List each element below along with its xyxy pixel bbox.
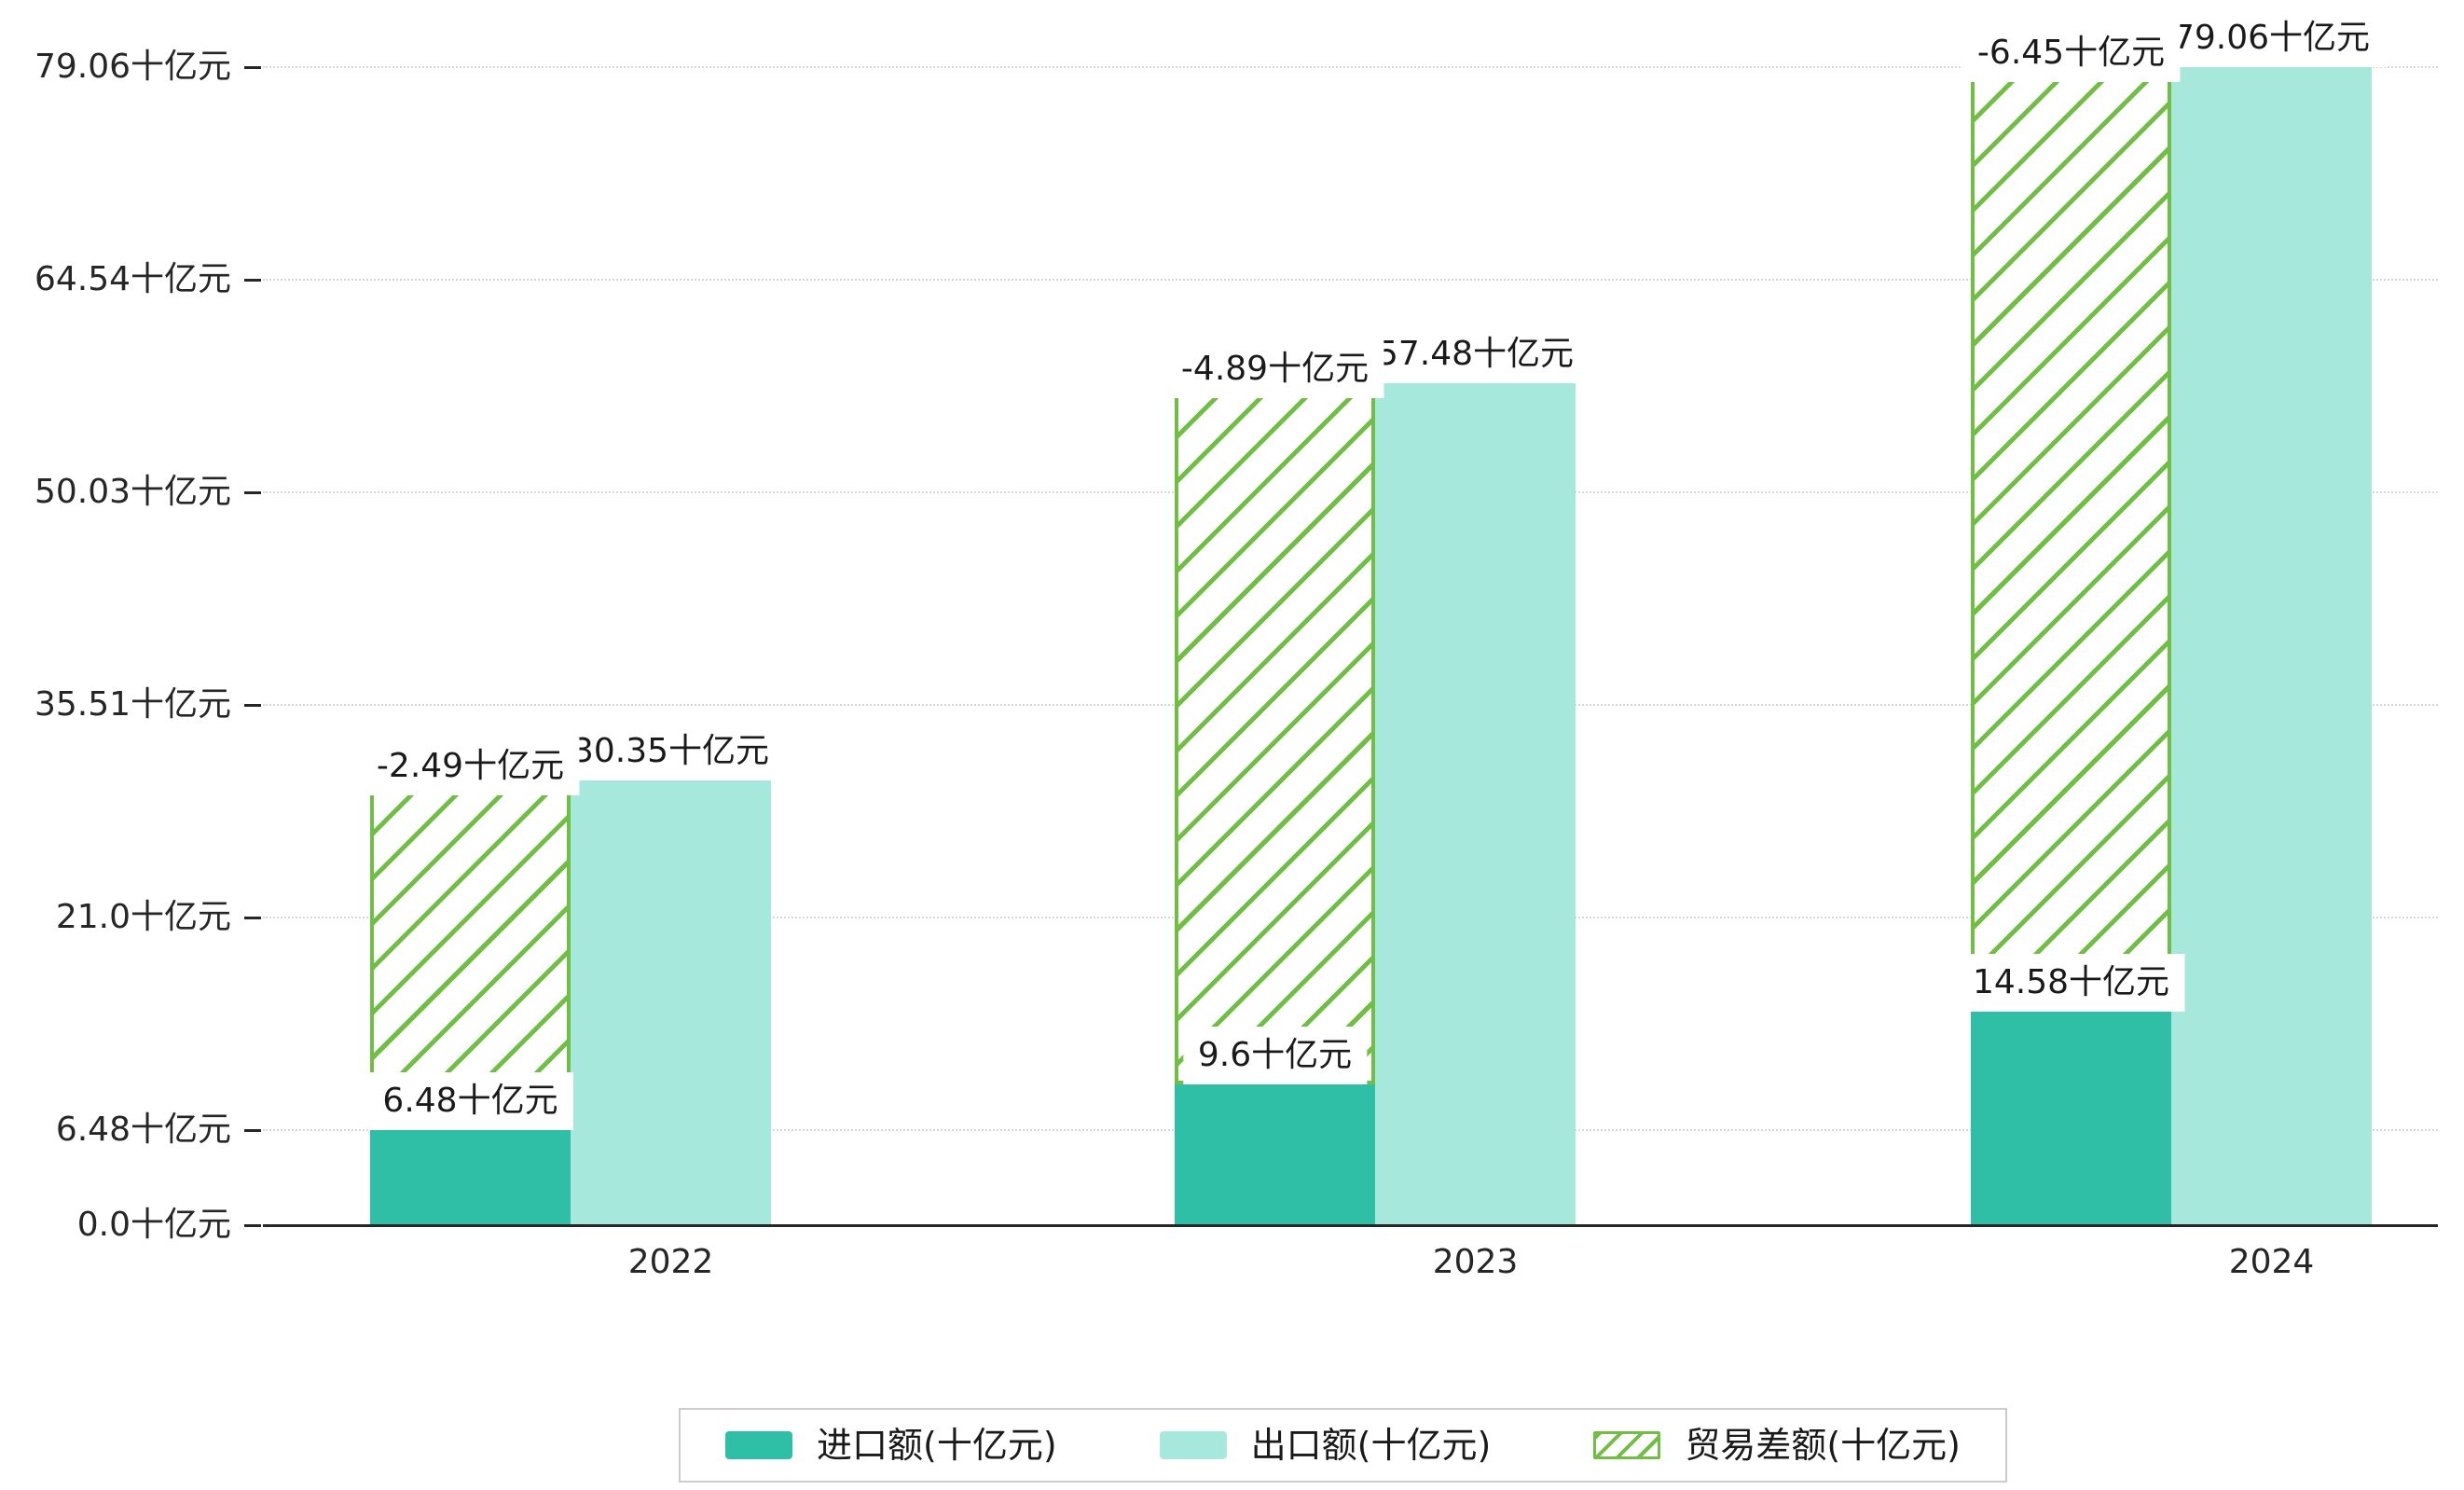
gridline (263, 66, 2438, 69)
legend-label-trade-balance: 贸易差额(十亿元) (1685, 1425, 1961, 1466)
y-tick-mark (244, 1223, 261, 1227)
x-axis-line (263, 1223, 2438, 1227)
legend: 进口额(十亿元) 出口额(十亿元) 贸易差额(十亿元) (679, 1408, 2007, 1483)
y-tick-label: 35.51十亿元 (34, 685, 231, 724)
y-tick-label: 0.0十亿元 (76, 1206, 231, 1244)
export-bar (2171, 67, 2372, 1225)
import-value-label: 9.6十亿元 (1182, 1027, 1368, 1085)
import-bar (370, 1130, 571, 1225)
export-value-label: 79.06十亿元 (2157, 9, 2386, 68)
export-value-label: 57.48十亿元 (1361, 325, 1590, 384)
import-bar (1971, 1011, 2171, 1225)
legend-item-export: 出口额(十亿元) (1159, 1425, 1492, 1466)
export-bar (1375, 383, 1576, 1225)
y-tick-mark (244, 490, 261, 494)
y-tick-label: 64.54十亿元 (34, 260, 231, 299)
y-tick-label: 50.03十亿元 (34, 473, 231, 512)
y-tick-label: 21.0十亿元 (55, 898, 231, 937)
legend-label-export: 出口额(十亿元) (1250, 1425, 1492, 1466)
trade-balance-value-label: -6.45十亿元 (1962, 24, 2181, 83)
gridline (263, 279, 2438, 282)
import-value-label: 6.48十亿元 (367, 1072, 573, 1131)
trade-balance-bar (370, 780, 571, 1131)
export-bar (571, 780, 771, 1225)
x-tick-label: 2023 (1432, 1243, 1519, 1281)
legend-item-trade-balance: 贸易差额(十亿元) (1593, 1425, 1961, 1466)
export-value-label: 30.35十亿元 (557, 723, 785, 781)
y-tick-mark (244, 916, 261, 919)
legend-item-import: 进口额(十亿元) (725, 1425, 1057, 1466)
import-swatch-icon (725, 1431, 792, 1459)
x-tick-label: 2022 (627, 1243, 714, 1281)
y-tick-label: 6.48十亿元 (55, 1111, 231, 1150)
trade-balance-bar (1971, 67, 2171, 1012)
trade-balance-value-label: -4.89十亿元 (1165, 340, 1384, 399)
y-tick-label: 79.06十亿元 (34, 48, 231, 87)
trade-balance-bar (1175, 383, 1375, 1085)
y-tick-mark (244, 703, 261, 707)
legend-label-import: 进口额(十亿元) (817, 1425, 1057, 1466)
import-bar (1175, 1084, 1375, 1225)
trade-balance-swatch-icon (1593, 1431, 1661, 1459)
import-value-label: 14.58十亿元 (1957, 953, 2185, 1012)
y-tick-mark (244, 278, 261, 282)
y-tick-mark (244, 65, 261, 69)
y-tick-mark (244, 1128, 261, 1132)
x-tick-label: 2024 (2228, 1243, 2315, 1281)
export-swatch-icon (1159, 1431, 1227, 1459)
trade-balance-value-label: -2.49十亿元 (361, 738, 580, 796)
